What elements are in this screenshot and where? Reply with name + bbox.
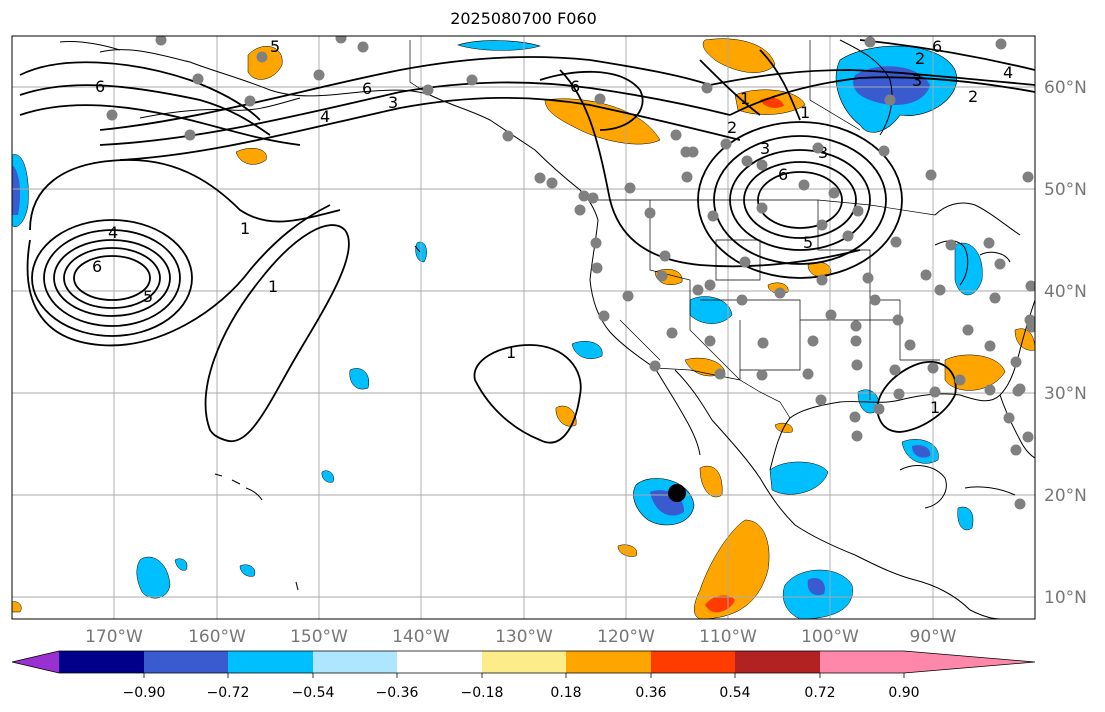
colorbar-label: −0.18 — [461, 685, 504, 701]
contour-label: 6 — [95, 77, 105, 96]
contour-label: 6 — [362, 79, 372, 98]
contour-label: 6 — [570, 77, 580, 96]
colorbar-segment — [59, 651, 144, 673]
lat-tick-label: 30°N — [1044, 384, 1087, 404]
contour-label: 1 — [506, 343, 516, 362]
lon-tick-label: 110°W — [699, 627, 757, 647]
lon-tick-label: 120°W — [597, 627, 655, 647]
colorbar-label: 0.90 — [888, 685, 919, 701]
contour-label: 3 — [912, 71, 922, 90]
map-background — [12, 36, 1035, 619]
contour-label: 5 — [270, 37, 280, 56]
lat-tick-label: 10°N — [1044, 588, 1087, 608]
colorbar-segment — [397, 651, 482, 673]
colorbar-segment — [735, 651, 820, 673]
colorbar-segment — [566, 651, 651, 673]
contour-label: 1 — [740, 89, 750, 108]
colorbar: −0.90 −0.72 −0.54 −0.36 −0.18 0.18 0.36 … — [11, 650, 1036, 701]
colorbar-label: −0.90 — [123, 685, 166, 701]
colorbar-segment — [228, 651, 313, 673]
contour-label: 1 — [930, 398, 940, 417]
lon-tick-label: 100°W — [801, 627, 859, 647]
colorbar-label: −0.72 — [207, 685, 250, 701]
map-title: 2025080700 F060 — [450, 9, 597, 28]
lon-tick-label: 130°W — [495, 627, 553, 647]
longitude-axis: 170°W 160°W 150°W 140°W 130°W 120°W 110°… — [85, 627, 957, 647]
contour-label: 3 — [760, 139, 770, 158]
latitude-axis: 60°N 50°N 40°N 30°N 20°N 10°N — [1044, 78, 1087, 608]
contour-label: 1 — [240, 219, 250, 238]
contour-label: 3 — [818, 143, 828, 162]
contour-label: 4 — [320, 107, 330, 126]
lat-tick-label: 20°N — [1044, 486, 1087, 506]
colorbar-label: 0.36 — [635, 685, 666, 701]
lon-tick-label: 170°W — [85, 627, 143, 647]
lon-tick-label: 150°W — [290, 627, 348, 647]
contour-label: 2 — [968, 87, 978, 106]
map-border — [11, 35, 1036, 620]
colorbar-label: 0.54 — [719, 685, 750, 701]
colorbar-segment — [651, 651, 735, 673]
contour-label: 1 — [268, 277, 278, 296]
gridlines — [12, 36, 1035, 619]
contour-label: 4 — [1003, 63, 1013, 82]
contour-label: 5 — [143, 287, 153, 306]
lat-tick-label: 40°N — [1044, 282, 1087, 302]
colorbar-segment — [313, 651, 397, 673]
lat-tick-label: 60°N — [1044, 78, 1087, 98]
colorbar-segment — [482, 651, 566, 673]
coastlines — [59, 39, 1035, 619]
contour-label: 6 — [92, 257, 102, 276]
colorbar-label: 0.18 — [550, 685, 581, 701]
colorbar-segment — [820, 651, 904, 673]
contour-label: 6 — [932, 37, 942, 56]
lon-tick-label: 140°W — [392, 627, 450, 647]
storm-position-marker — [668, 484, 686, 502]
contour-label: 2 — [915, 49, 925, 68]
colorbar-label: −0.36 — [376, 685, 419, 701]
colorbar-extend-high — [904, 651, 1035, 673]
contour-label: 6 — [778, 165, 788, 184]
colorbar-extend-low — [12, 651, 59, 673]
contour-label-group: 6 5 3 4 1 2 3 6 1 2 3 6 4 2 6 5 4 6 5 1 … — [92, 37, 1013, 417]
lat-tick-label: 50°N — [1044, 180, 1087, 200]
contour-label: 5 — [803, 233, 813, 252]
contour-label: 4 — [108, 223, 118, 242]
contour-label: 1 — [800, 103, 810, 122]
colorbar-label: 0.72 — [804, 685, 835, 701]
shaded-fields — [12, 38, 1035, 619]
station-markers — [106, 36, 1035, 510]
colorbar-segment — [144, 651, 228, 673]
contour-label: 3 — [388, 93, 398, 112]
lon-tick-label: 90°W — [910, 627, 957, 647]
colorbar-label: −0.54 — [292, 685, 335, 701]
lon-tick-label: 160°W — [188, 627, 246, 647]
borders — [409, 40, 940, 419]
contour-label: 2 — [727, 118, 737, 137]
